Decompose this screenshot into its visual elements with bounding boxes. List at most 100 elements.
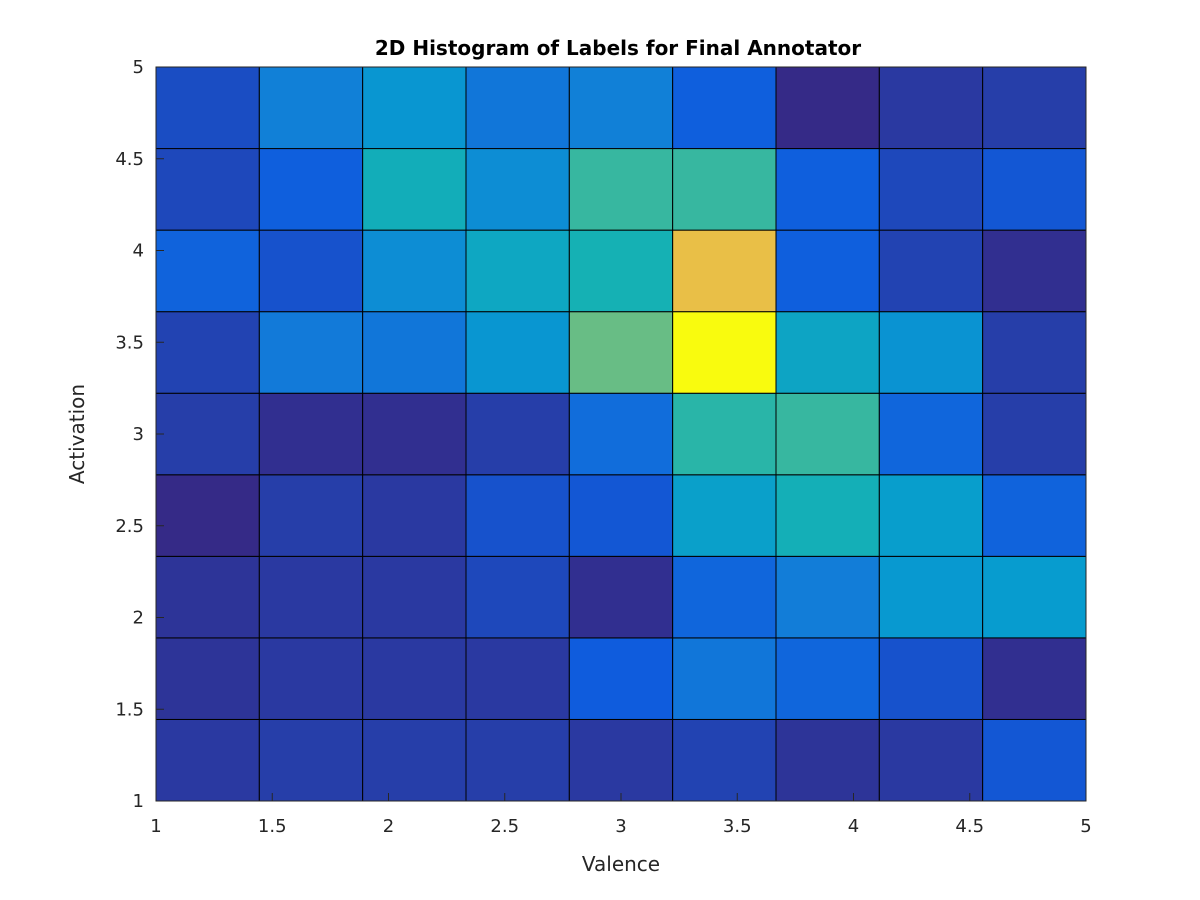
x-axis-ticks: 1 1.5 2 2.5 3 3.5 4 4.5 5 [150,793,1092,837]
y-tick-label: 2 [133,608,144,629]
heatmap-cell [878,392,984,476]
heatmap-cell [568,66,674,150]
heatmap-cell [258,66,364,150]
heatmap-cell [568,229,674,313]
heatmap-cells [155,66,1087,802]
y-tick-label: 5 [133,57,144,78]
heatmap-cell [672,474,777,557]
y-axis-ticks: 1 1.5 2 2.5 3 3.5 4 4.5 5 [115,57,164,812]
heatmap-cell [568,637,674,720]
x-tick-label: 5 [1080,816,1091,837]
heatmap-cell [878,637,984,720]
heatmap-cell [362,148,467,231]
heatmap-cell [775,148,880,231]
heatmap-cell [465,474,570,557]
heatmap-cell [155,718,260,802]
heatmap-cell [362,637,467,720]
heatmap-cell [155,637,260,720]
x-tick-label: 4.5 [955,816,984,837]
heatmap-cell [775,718,880,802]
heatmap-cell [362,392,467,476]
chart-title: 2D Histogram of Labels for Final Annotat… [375,36,861,60]
heatmap-cell [672,392,777,476]
heatmap-cell [362,229,467,313]
heatmap-cell [465,229,570,313]
x-axis-label: Valence [582,852,660,876]
heatmap-cell [878,555,984,639]
heatmap-cell [258,555,364,639]
heatmap-cell [982,637,1087,720]
y-tick-label: 1 [133,791,144,812]
heatmap-cell [258,229,364,313]
heatmap-cell [362,555,467,639]
x-tick-label: 3 [615,816,626,837]
heatmap-cell [982,66,1087,150]
heatmap-cell [775,66,880,150]
heatmap-cell [982,311,1087,394]
y-tick-label: 4.5 [115,149,144,170]
heatmap-cell [568,718,674,802]
heatmap-cell [155,66,260,150]
heatmap-cell [672,555,777,639]
heatmap-cell [465,148,570,231]
heatmap-cell [155,311,260,394]
heatmap-cell [672,311,777,394]
y-tick-label: 2.5 [115,516,144,537]
y-tick-label: 1.5 [115,699,144,720]
heatmap-cell [258,148,364,231]
heatmap-cell [775,392,880,476]
x-tick-label: 2 [383,816,394,837]
heatmap-cell [878,229,984,313]
heatmap-cell [258,311,364,394]
heatmap-cell [672,229,777,313]
heatmap-cell [465,718,570,802]
heatmap-cell [568,148,674,231]
y-tick-label: 4 [133,241,144,262]
heatmap-cell [982,555,1087,639]
x-tick-label: 3.5 [723,816,752,837]
heatmap-cell [258,637,364,720]
heatmap-cell [568,555,674,639]
heatmap-cell [672,637,777,720]
y-tick-label: 3.5 [115,332,144,353]
heatmap-cell [258,392,364,476]
y-tick-label: 3 [133,424,144,445]
heatmap-cell [258,474,364,557]
heatmap-cell [982,392,1087,476]
heatmap-cell [982,718,1087,802]
heatmap-cell [672,66,777,150]
x-tick-label: 1 [150,816,161,837]
heatmap-cell [362,66,467,150]
heatmap-cell [982,229,1087,313]
heatmap-cell [878,311,984,394]
heatmap-cell [465,637,570,720]
heatmap-cell [258,718,364,802]
x-tick-label: 4 [848,816,859,837]
heatmap-cell [775,555,880,639]
x-tick-label: 1.5 [258,816,287,837]
heatmap-cell [775,474,880,557]
heatmap-cell [568,392,674,476]
heatmap-cell [568,311,674,394]
heatmap-cell [568,474,674,557]
y-axis-label: Activation [65,384,89,484]
heatmap-cell [878,148,984,231]
heatmap-cell [155,148,260,231]
heatmap-cell [672,148,777,231]
heatmap-cell [878,718,984,802]
heatmap-cell [775,311,880,394]
heatmap-cell [878,474,984,557]
heatmap-cell [982,474,1087,557]
heatmap-cell [362,311,467,394]
heatmap-cell [465,555,570,639]
heatmap-cell [982,148,1087,231]
heatmap-cell [775,229,880,313]
heatmap-cell [465,392,570,476]
heatmap-cell [155,229,260,313]
heatmap-cell [155,555,260,639]
heatmap-cell [878,66,984,150]
heatmap-cell [362,474,467,557]
x-tick-label: 2.5 [490,816,519,837]
heatmap-cell [775,637,880,720]
